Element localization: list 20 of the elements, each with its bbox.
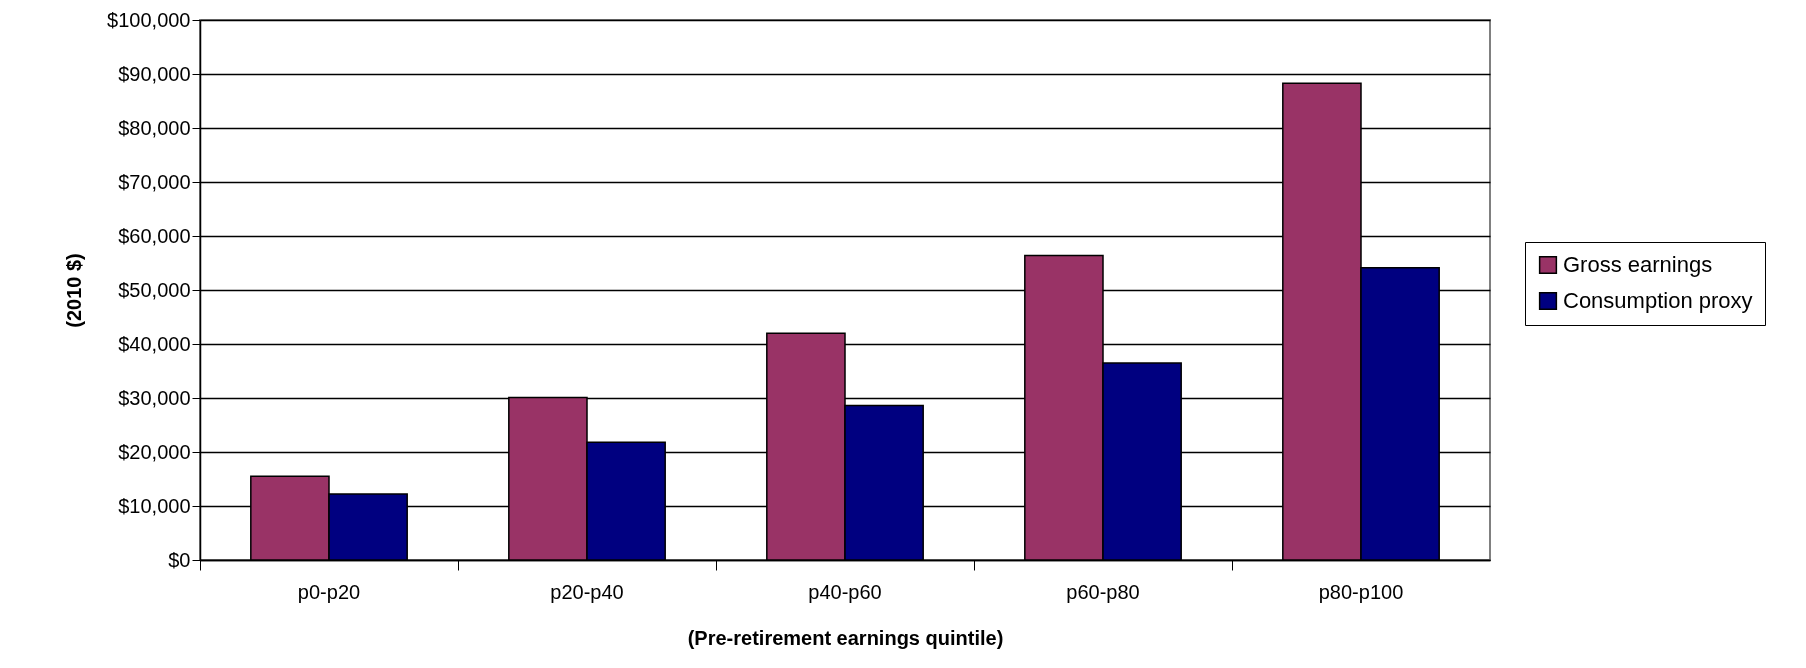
x-tick-label: p40-p60 [808, 580, 882, 603]
x-tick-label: p20-p40 [550, 580, 624, 603]
y-tick-label: $20,000 [118, 440, 191, 463]
x-tick-label: p80-p100 [1318, 580, 1404, 603]
y-tick-label: $70,000 [118, 170, 191, 193]
y-tick-label: $60,000 [118, 224, 191, 247]
x-axis-title: (Pre-retirement earnings quintile) [687, 626, 1004, 649]
y-tick-label: $100,000 [107, 8, 191, 31]
x-tick-label: p60-p80 [1066, 580, 1140, 603]
y-axis-title: (2010 $) [63, 253, 86, 328]
y-tick-label: $90,000 [118, 62, 191, 85]
legend-label: Gross earnings [1563, 252, 1713, 277]
y-tick-label: $30,000 [118, 386, 191, 409]
y-tick-label: $40,000 [118, 332, 191, 355]
x-tick-label: p0-p20 [297, 580, 361, 603]
y-tick-label: $10,000 [118, 494, 191, 517]
y-tick-label: $50,000 [118, 278, 191, 301]
y-tick-label: $80,000 [118, 116, 191, 139]
legend-label: Consumption proxy [1563, 288, 1753, 313]
y-tick-label: $0 [168, 548, 191, 571]
